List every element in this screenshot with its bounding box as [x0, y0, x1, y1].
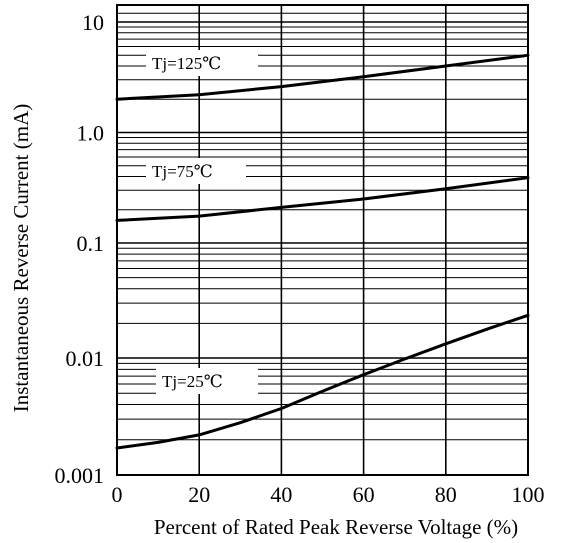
y-tick-label: 1.0 — [77, 121, 105, 146]
series-label: Tj=75℃ — [152, 162, 213, 181]
tick-labels: 0 20 40 60 80 100 0.001 0.01 0.1 1.0 10 — [55, 10, 545, 507]
series-label-background — [146, 50, 258, 76]
x-tick-label: 0 — [112, 482, 123, 507]
y-tick-label: 0.001 — [55, 463, 105, 488]
y-tick-label: 0.1 — [77, 231, 105, 256]
y-axis-title: Instantaneous Reverse Current (mA) — [9, 104, 33, 413]
series-label-background — [146, 158, 246, 184]
series-label-background — [156, 368, 258, 394]
x-tick-label: 20 — [188, 482, 210, 507]
plot-border — [116, 4, 529, 476]
x-tick-label: 100 — [512, 482, 545, 507]
series-label: Tj=125℃ — [152, 54, 221, 73]
series-label-boxes: Tj=125℃ Tj=75℃ Tj=25℃ — [146, 50, 258, 394]
series-label: Tj=25℃ — [162, 372, 223, 391]
x-tick-label: 80 — [435, 482, 457, 507]
plot-frame — [116, 4, 529, 476]
y-tick-label: 0.01 — [66, 346, 105, 371]
series-lines — [115, 53, 530, 450]
x-axis-title: Percent of Rated Peak Reverse Voltage (%… — [154, 515, 518, 539]
series-line-3 — [115, 313, 530, 450]
series-line-2 — [115, 176, 530, 222]
series-line-1 — [115, 53, 530, 101]
x-tick-label: 60 — [353, 482, 375, 507]
y-tick-label: 10 — [82, 10, 104, 35]
x-tick-label: 40 — [270, 482, 292, 507]
